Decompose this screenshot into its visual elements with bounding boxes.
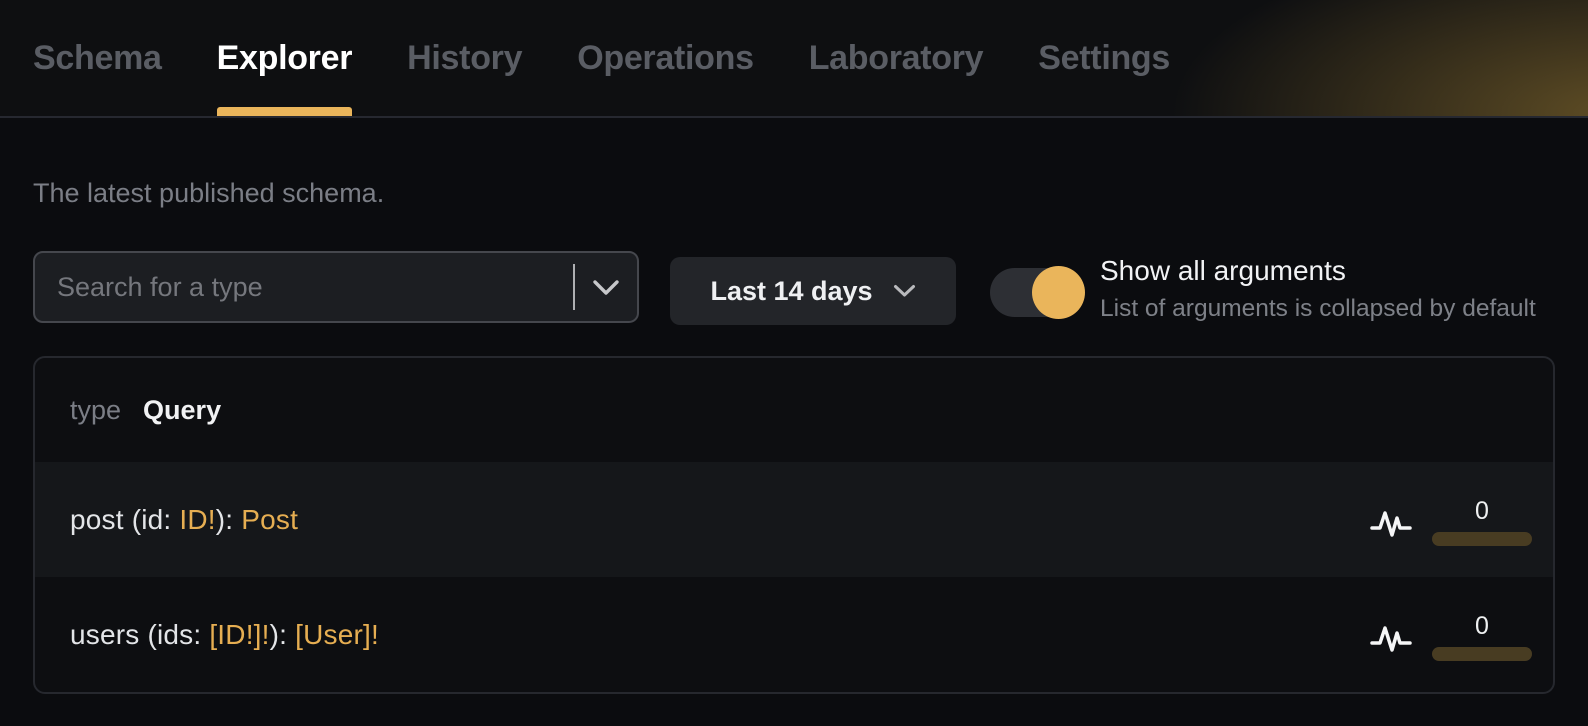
activity-pulse-icon [1370,510,1412,537]
field-usage-metric: 0 [1370,499,1532,546]
chevron-down-icon [893,285,915,297]
signature-text: ): [269,618,296,650]
tab-laboratory[interactable]: Laboratory [809,0,984,116]
input-divider [573,264,575,310]
period-label: Last 14 days [710,275,873,306]
field-row-users[interactable]: users (ids: [ID!]!): [User]! 0 [35,577,1553,692]
show-arguments-toggle[interactable] [990,266,1085,319]
field-usage-metric: 0 [1370,614,1532,661]
chevron-down-icon [593,279,619,295]
usage-bar [1432,532,1532,546]
schema-subtitle: The latest published schema. [33,178,385,208]
tab-label: Settings [1038,38,1171,77]
schema-type-card: type Query post (id: ID!): Post 0 users … [33,356,1555,694]
usage-bar [1432,647,1532,661]
field-row-post[interactable]: post (id: ID!): Post 0 [35,462,1553,577]
usage-count-block: 0 [1432,499,1532,546]
toggle-description: List of arguments is collapsed by defaul… [1100,295,1536,322]
field-signature: users (ids: [ID!]!): [User]! [70,619,379,651]
tab-schema[interactable]: Schema [33,0,162,116]
activity-pulse-icon [1370,625,1412,652]
tab-label: History [407,38,523,77]
tab-label: Operations [577,38,754,77]
signature-type: Post [241,503,299,535]
field-signature: post (id: ID!): Post [70,504,298,536]
tab-label: Laboratory [808,38,984,77]
period-select-button[interactable]: Last 14 days [670,257,956,325]
type-kind-label: type [70,394,122,425]
signature-type: ID! [179,503,216,535]
signature-text: ): [215,503,242,535]
signature-type: [ID!]! [209,618,270,650]
tab-operations[interactable]: Operations [577,0,754,116]
signature-type: [User]! [295,618,379,650]
tab-label: Explorer [216,38,353,77]
search-dropdown-button[interactable] [575,253,637,321]
signature-text: users (ids: [70,618,210,650]
tab-explorer[interactable]: Explorer [216,0,353,116]
tab-label: Schema [33,38,162,77]
type-name: Query [143,394,222,425]
signature-text: post (id: [70,503,180,535]
search-input[interactable] [35,253,573,321]
type-search-combobox [33,251,639,323]
toggle-knob [1032,266,1085,319]
toggle-text-block: Show all arguments List of arguments is … [1100,255,1536,323]
tab-settings[interactable]: Settings [1038,0,1170,116]
usage-count: 0 [1475,612,1489,640]
tab-history[interactable]: History [407,0,522,116]
usage-count: 0 [1475,497,1489,525]
top-navigation: Schema Explorer History Operations Labor… [0,0,1588,118]
toggle-label: Show all arguments [1100,255,1346,286]
active-tab-indicator [216,107,353,116]
type-card-header: type Query [35,358,1553,462]
usage-count-block: 0 [1432,614,1532,661]
